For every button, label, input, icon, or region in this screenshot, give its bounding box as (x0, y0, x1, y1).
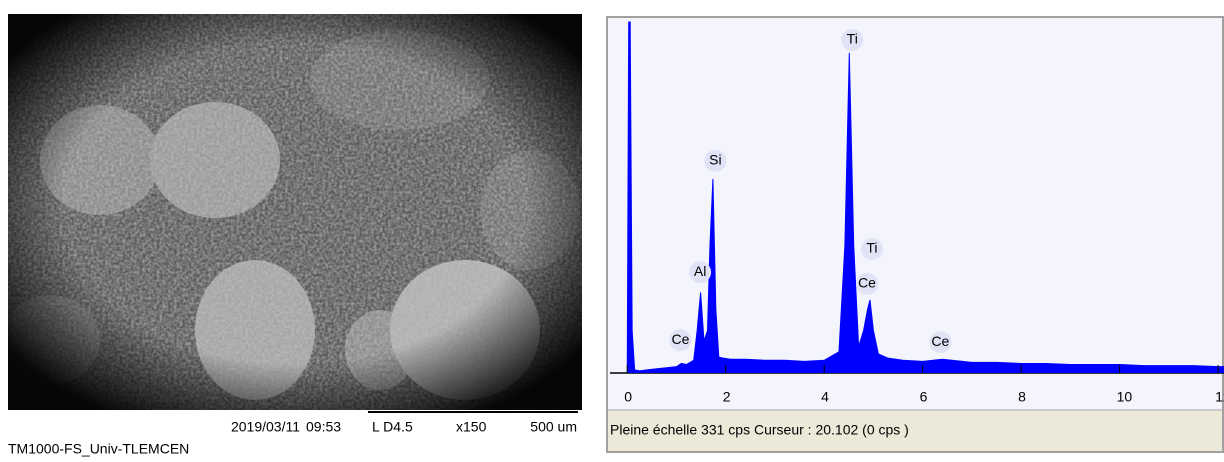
x-tick-label: 12 (1215, 389, 1224, 405)
peak-marker (841, 29, 864, 52)
peak-marker (704, 149, 727, 172)
date: 2019/03/11 (231, 419, 300, 435)
x-tick-label: 6 (920, 389, 928, 405)
peak-label: Ce (931, 333, 949, 349)
peak-marker (689, 261, 712, 284)
time: 09:53 (306, 419, 341, 435)
x-tick-label: 0 (624, 389, 632, 405)
plot (626, 21, 1224, 373)
peak-label: Ti (847, 31, 858, 47)
x-tick-label: 4 (821, 389, 829, 405)
peak-label: Si (709, 152, 721, 168)
status-text: Pleine échelle 331 cps Curseur : 20.102 … (610, 422, 909, 438)
peak-label: Al (694, 263, 706, 279)
status-bar (608, 411, 1222, 451)
magnification: x150 (456, 419, 487, 435)
spectrum-area (626, 21, 1224, 373)
peak-marker (860, 237, 883, 260)
mode: L D4.5 (372, 419, 413, 435)
peak-label: Ce (858, 275, 876, 291)
peak-marker (856, 272, 879, 295)
x-tick-label: 8 (1018, 389, 1026, 405)
panel (606, 16, 1224, 453)
x-tick-label: 2 (723, 389, 731, 405)
peak-label: Ti (866, 240, 877, 256)
spectrum-panel: Pleine échelle 331 cps Curseur : 20.102 … (606, 16, 1224, 453)
instrument: TM1000-FS_Univ-TLEMCEN (8, 441, 189, 457)
peak-marker (929, 331, 952, 354)
peak-marker (669, 329, 692, 352)
scale-label: 500 um (530, 419, 577, 435)
peak-label: Ce (671, 331, 689, 347)
sem-micrograph (8, 14, 582, 410)
x-tick-label: 10 (1117, 389, 1133, 405)
